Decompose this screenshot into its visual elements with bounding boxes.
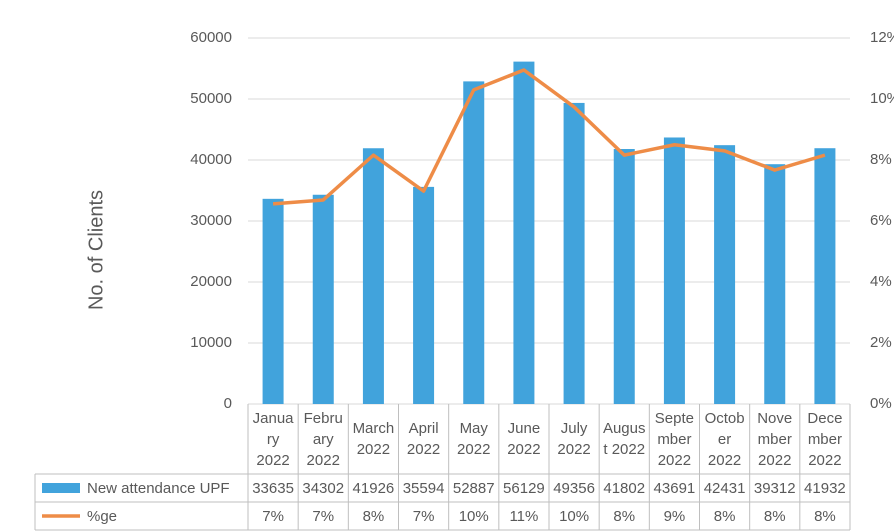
y-tick-label: 20000 xyxy=(190,273,232,290)
x-tick-label: August 2022 xyxy=(602,420,646,458)
x-tick-label: January 2022 xyxy=(252,409,294,469)
table-value: 56129 xyxy=(503,479,545,497)
y-tick-label: 10000 xyxy=(190,334,232,351)
y-tick-label: 60000 xyxy=(190,29,232,46)
legend-label: %ge xyxy=(87,507,118,525)
table-value: 10% xyxy=(458,507,489,525)
x-tick-label: November 2022 xyxy=(757,409,793,469)
table-value: 8% xyxy=(362,507,385,525)
bar xyxy=(663,137,685,404)
bar xyxy=(463,81,485,405)
table-value: 35594 xyxy=(402,479,445,497)
y-axis-title: No. of Clients xyxy=(85,190,107,310)
bar xyxy=(764,164,786,404)
x-tick-label: December 2022 xyxy=(807,409,843,469)
table-value: 41802 xyxy=(603,479,646,497)
y2-tick-label: 2% xyxy=(870,334,892,351)
bar xyxy=(714,145,736,404)
x-tick-label: September 2022 xyxy=(654,409,694,469)
table-value: 8% xyxy=(763,507,786,525)
x-tick-label: April 2022 xyxy=(406,420,441,458)
table-value: 41926 xyxy=(352,479,395,497)
table-value: 49356 xyxy=(553,479,595,497)
table-value: 9% xyxy=(663,507,686,525)
y2-tick-label: 4% xyxy=(870,273,892,290)
table-value: 7% xyxy=(412,507,435,525)
y2-tick-label: 12% xyxy=(870,29,894,46)
x-tick-label: July 2022 xyxy=(557,420,591,458)
table-value: 11% xyxy=(509,507,539,525)
table-value: 43691 xyxy=(653,479,696,497)
table-value: 34302 xyxy=(302,479,345,497)
table-value: 39312 xyxy=(753,479,796,497)
table-value: 7% xyxy=(262,507,284,525)
table-value: 7% xyxy=(312,507,335,525)
bar xyxy=(413,186,435,404)
x-tick-label: February 2022 xyxy=(303,409,343,469)
y-tick-label: 40000 xyxy=(190,151,232,168)
table-value: 10% xyxy=(559,507,590,525)
bar xyxy=(362,148,384,404)
bar xyxy=(563,102,585,404)
y2-tick-label: 0% xyxy=(870,395,892,412)
x-tick-label: May 2022 xyxy=(457,420,491,458)
table-value: 41932 xyxy=(804,479,846,497)
y2-tick-label: 8% xyxy=(870,151,892,168)
legend-key xyxy=(42,483,80,493)
x-tick-label: June 2022 xyxy=(507,420,541,458)
x-tick-label: March 2022 xyxy=(352,420,395,458)
table-value: 8% xyxy=(713,507,736,525)
bar xyxy=(262,198,284,404)
table-value: 8% xyxy=(814,507,836,525)
table-value: 8% xyxy=(613,507,636,525)
bar xyxy=(312,194,334,404)
y-tick-label: 30000 xyxy=(190,212,232,229)
table-value: 42431 xyxy=(703,479,746,497)
legend-label: New attendance UPF xyxy=(87,479,230,497)
table-value: 33635 xyxy=(252,479,294,497)
y-tick-label: 50000 xyxy=(190,90,232,107)
table-value: 52887 xyxy=(452,479,495,497)
y-tick-label: 0 xyxy=(224,395,232,412)
y2-tick-label: 10% xyxy=(870,90,894,107)
x-tick-label: October 2022 xyxy=(704,409,745,469)
bar xyxy=(814,148,836,404)
line xyxy=(272,68,826,206)
bar xyxy=(513,61,535,404)
bar xyxy=(613,149,635,404)
y2-tick-label: 6% xyxy=(870,212,892,229)
